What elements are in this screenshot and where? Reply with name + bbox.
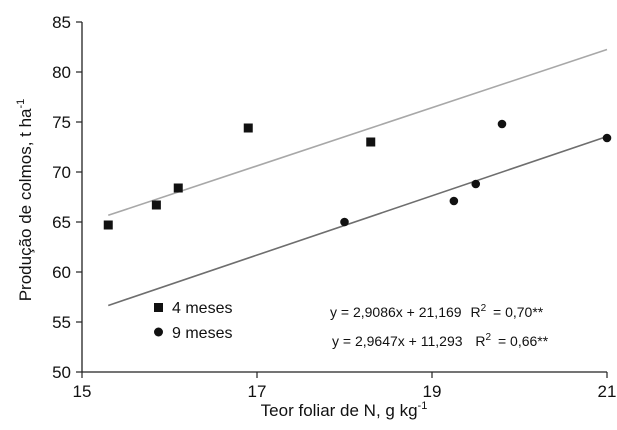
y-tick-label: 55	[52, 313, 71, 332]
equation-4-meses-r2: = 0,70**	[493, 304, 544, 320]
x-axis-title: Teor foliar de N, g kg-1	[261, 400, 428, 420]
x-axis-title-text: Teor foliar de N, g kg	[261, 401, 418, 420]
y-tick-label: 50	[52, 363, 71, 382]
regression-equations: y = 2,9086x + 21,169 R2 = 0,70** y = 2,9…	[330, 298, 549, 349]
y-tick-label: 60	[52, 263, 71, 282]
y-axis-title: Produção de colmos, t ha-1	[15, 99, 35, 302]
y-tick-label: 70	[52, 163, 71, 182]
equation-4-meses-formula: y = 2,9086x + 21,169	[330, 304, 462, 320]
y-tick-label: 85	[52, 13, 71, 32]
x-tick-label: 21	[598, 382, 617, 401]
equation-4-meses-r-sup: 2	[481, 303, 487, 314]
data-point-series-1	[449, 196, 459, 206]
equation-4-meses-r: R	[470, 304, 480, 320]
fit-line-series-0	[107, 48, 608, 217]
legend-label-4-meses: 4 meses	[172, 300, 232, 317]
equation-4-meses: y = 2,9086x + 21,169 R2 = 0,70**	[330, 298, 544, 320]
x-tick-label: 19	[423, 382, 442, 401]
fit-lines	[107, 48, 608, 307]
y-axis-title-text: Produção de colmos, t ha	[16, 108, 35, 301]
data-point-series-1	[471, 179, 481, 189]
equation-9-meses: y = 2,9647x + 11,293 R2 = 0,66**	[332, 327, 549, 349]
equation-9-meses-formula: y = 2,9647x + 11,293	[332, 333, 463, 349]
legend: 4 meses 9 meses	[154, 300, 232, 342]
y-tick-label: 75	[52, 113, 71, 132]
data-point-series-1	[497, 119, 507, 129]
y-axis-title-sup: -1	[15, 99, 27, 109]
data-point-series-0	[103, 220, 113, 230]
equation-9-meses-r-sup: 2	[486, 332, 492, 343]
data-points	[103, 119, 612, 230]
data-point-series-0	[173, 183, 183, 193]
legend-marker-9-meses	[154, 327, 163, 337]
fit-line-series-1	[107, 135, 608, 307]
x-axis-title-sup: -1	[418, 400, 428, 412]
data-point-series-1	[602, 133, 612, 143]
axes: 50 55 60 65 70 75 80 85 15 17 19 21	[52, 13, 616, 401]
data-point-series-0	[243, 123, 253, 133]
data-point-series-1	[340, 217, 349, 227]
equation-9-meses-r2: = 0,66**	[498, 333, 549, 349]
y-tick-label: 65	[52, 213, 71, 232]
equation-9-meses-r: R	[475, 333, 485, 349]
x-tick-label: 15	[73, 382, 92, 401]
legend-marker-4-meses	[154, 303, 163, 312]
data-point-series-0	[366, 137, 376, 147]
x-tick-label: 17	[248, 382, 267, 401]
y-tick-label: 80	[52, 63, 71, 82]
legend-label-9-meses: 9 meses	[172, 325, 232, 342]
data-point-series-0	[151, 200, 161, 210]
